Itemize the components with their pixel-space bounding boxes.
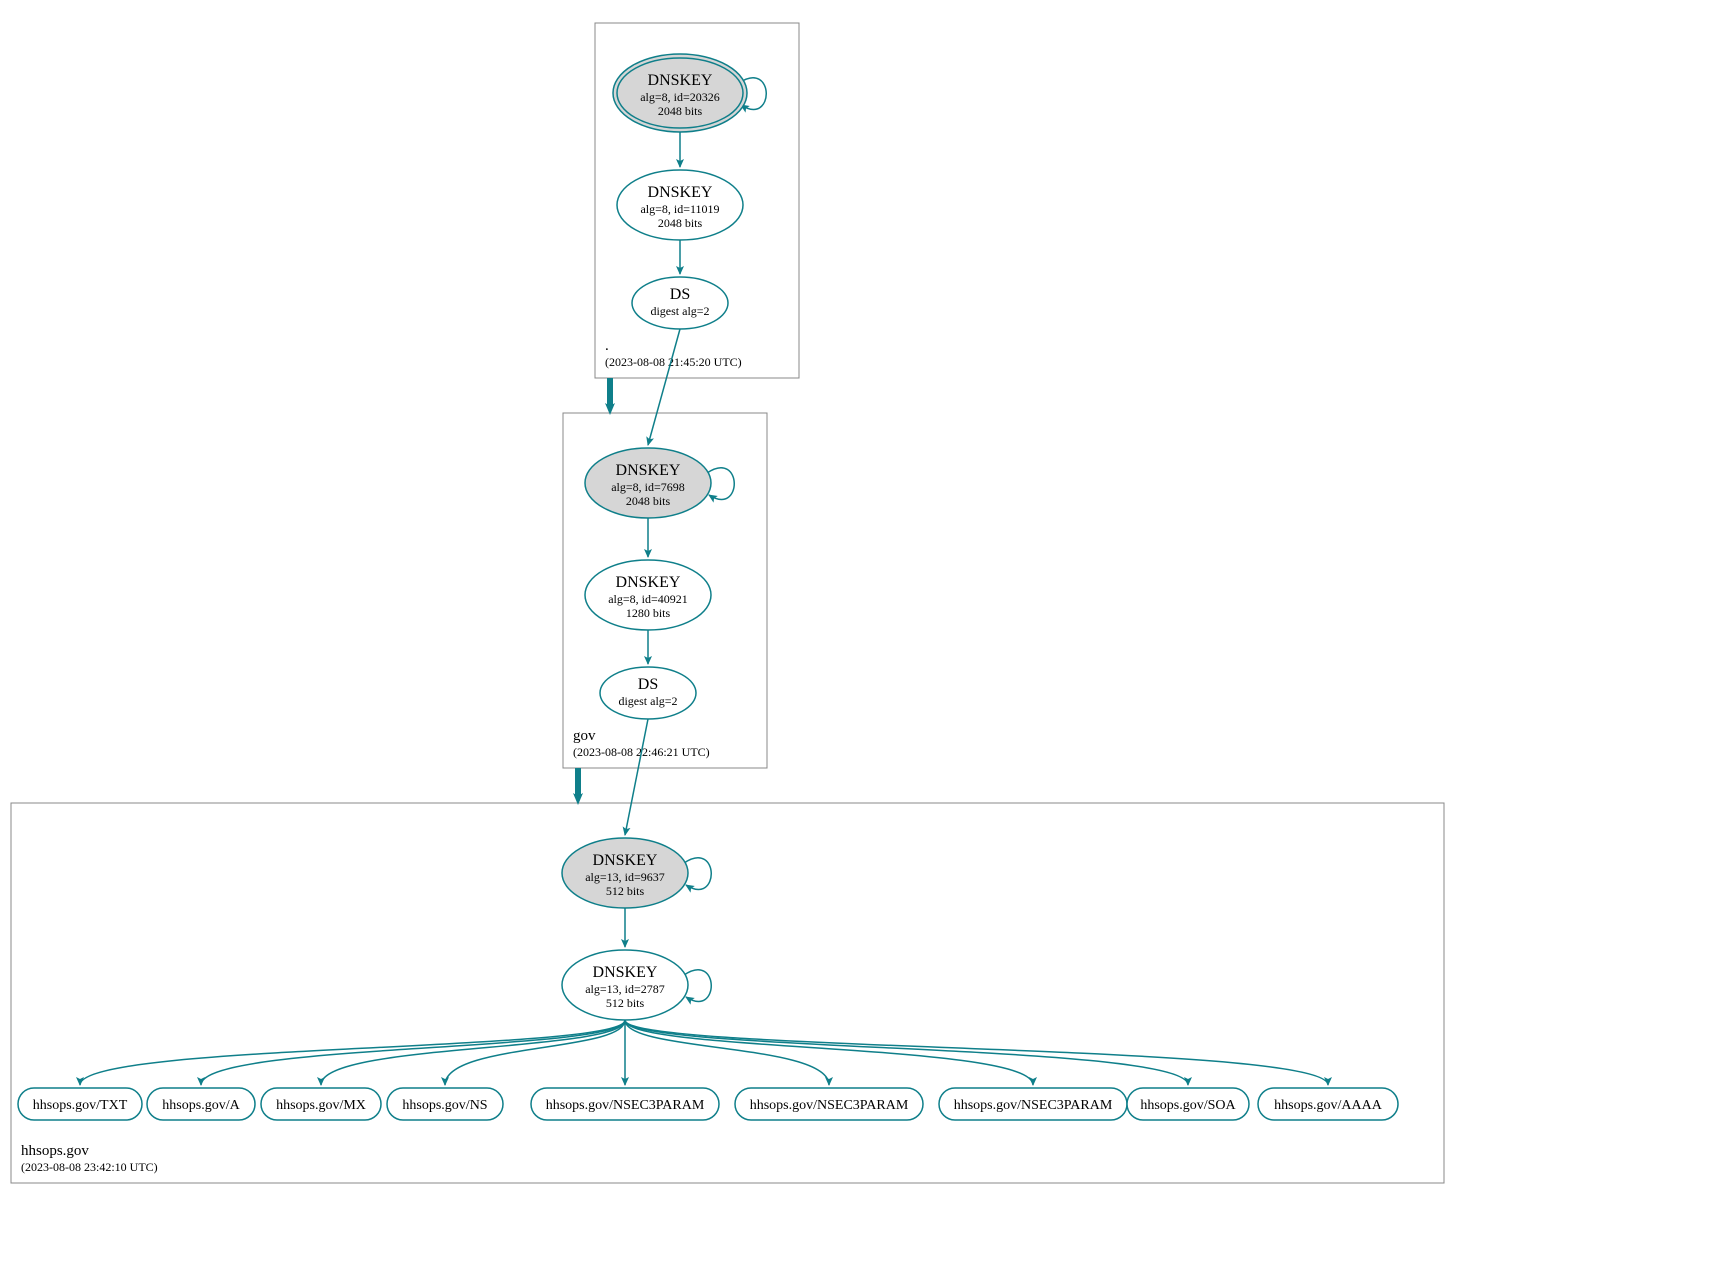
leaf-label: hhsops.gov/NSEC3PARAM	[954, 1098, 1113, 1113]
node-root_ksk: DNSKEYalg=8, id=203262048 bits	[613, 54, 747, 132]
node-root_zsk: DNSKEYalg=8, id=110192048 bits	[617, 170, 743, 240]
leaf-record: hhsops.gov/A	[147, 1088, 255, 1120]
dnssec-diagram: .(2023-08-08 21:45:20 UTC) gov (2023-08-08…	[0, 0, 1727, 1278]
edge-to-leaf	[201, 1020, 625, 1085]
leaf-record: hhsops.gov/TXT	[18, 1088, 142, 1120]
edge	[625, 719, 648, 835]
svg-text:DNSKEY: DNSKEY	[616, 462, 681, 479]
svg-text:alg=8, id=7698: alg=8, id=7698	[611, 480, 685, 494]
leaf-record: hhsops.gov/NSEC3PARAM	[735, 1088, 923, 1120]
zone-label-root: .	[605, 338, 609, 354]
svg-text:512 bits: 512 bits	[606, 884, 645, 898]
svg-text:DNSKEY: DNSKEY	[648, 72, 713, 89]
leaf-label: hhsops.gov/NS	[402, 1098, 487, 1113]
leaf-label: hhsops.gov/SOA	[1140, 1098, 1236, 1113]
svg-text:2048 bits: 2048 bits	[626, 494, 671, 508]
svg-text:DNSKEY: DNSKEY	[616, 574, 681, 591]
zone-timestamp-hhsops: (2023-08-08 23:42:10 UTC)	[21, 1160, 158, 1174]
leaf-label: hhsops.gov/MX	[276, 1098, 366, 1113]
svg-text:alg=8, id=11019: alg=8, id=11019	[640, 202, 719, 216]
svg-text:digest alg=2: digest alg=2	[618, 694, 677, 708]
node-gov_zsk: DNSKEYalg=8, id=409211280 bits	[585, 560, 711, 630]
node-hh_zsk: DNSKEYalg=13, id=2787512 bits	[562, 950, 688, 1020]
svg-text:2048 bits: 2048 bits	[658, 216, 703, 230]
edge	[648, 329, 680, 445]
zone-timestamp-root: (2023-08-08 21:45:20 UTC)	[605, 355, 742, 369]
leaf-record: hhsops.gov/NSEC3PARAM	[531, 1088, 719, 1120]
node-root_ds: DSdigest alg=2	[632, 277, 728, 329]
leaf-label: hhsops.gov/TXT	[33, 1098, 128, 1113]
svg-text:512 bits: 512 bits	[606, 996, 645, 1010]
zone-label-hhsops: hhsops.gov	[21, 1143, 89, 1159]
edge-to-leaf	[445, 1020, 625, 1085]
svg-text:2048 bits: 2048 bits	[658, 104, 703, 118]
svg-text:digest alg=2: digest alg=2	[650, 304, 709, 318]
svg-text:alg=8, id=40921: alg=8, id=40921	[608, 592, 688, 606]
svg-text:DNSKEY: DNSKEY	[648, 184, 713, 201]
leaf-record: hhsops.gov/AAAA	[1258, 1088, 1398, 1120]
svg-text:DNSKEY: DNSKEY	[593, 852, 658, 869]
edge-to-leaf	[625, 1020, 1188, 1085]
zone-label-gov: gov	[573, 728, 596, 744]
leaf-label: hhsops.gov/NSEC3PARAM	[750, 1098, 909, 1113]
leaf-label: hhsops.gov/A	[162, 1098, 240, 1113]
zone-box-hhsops	[11, 803, 1444, 1183]
leaf-record: hhsops.gov/NSEC3PARAM	[939, 1088, 1127, 1120]
node-hh_ksk: DNSKEYalg=13, id=9637512 bits	[562, 838, 688, 908]
leaf-label: hhsops.gov/AAAA	[1274, 1098, 1383, 1113]
svg-text:alg=8, id=20326: alg=8, id=20326	[640, 90, 720, 104]
svg-text:alg=13, id=9637: alg=13, id=9637	[585, 870, 665, 884]
leaf-record: hhsops.gov/SOA	[1127, 1088, 1249, 1120]
svg-text:alg=13, id=2787: alg=13, id=2787	[585, 982, 665, 996]
leaf-record: hhsops.gov/NS	[387, 1088, 503, 1120]
svg-text:DS: DS	[638, 676, 658, 693]
leaf-record: hhsops.gov/MX	[261, 1088, 381, 1120]
node-gov_ds: DSdigest alg=2	[600, 667, 696, 719]
leaf-label: hhsops.gov/NSEC3PARAM	[546, 1098, 705, 1113]
svg-text:1280 bits: 1280 bits	[626, 606, 671, 620]
node-gov_ksk: DNSKEYalg=8, id=76982048 bits	[585, 448, 711, 518]
svg-text:DS: DS	[670, 286, 690, 303]
svg-text:DNSKEY: DNSKEY	[593, 964, 658, 981]
